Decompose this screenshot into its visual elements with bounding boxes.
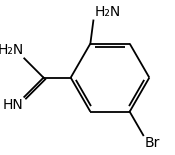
- Text: H₂N: H₂N: [95, 5, 121, 19]
- Text: HN: HN: [3, 98, 23, 112]
- Text: Br: Br: [145, 136, 160, 150]
- Text: H₂N: H₂N: [0, 43, 23, 57]
